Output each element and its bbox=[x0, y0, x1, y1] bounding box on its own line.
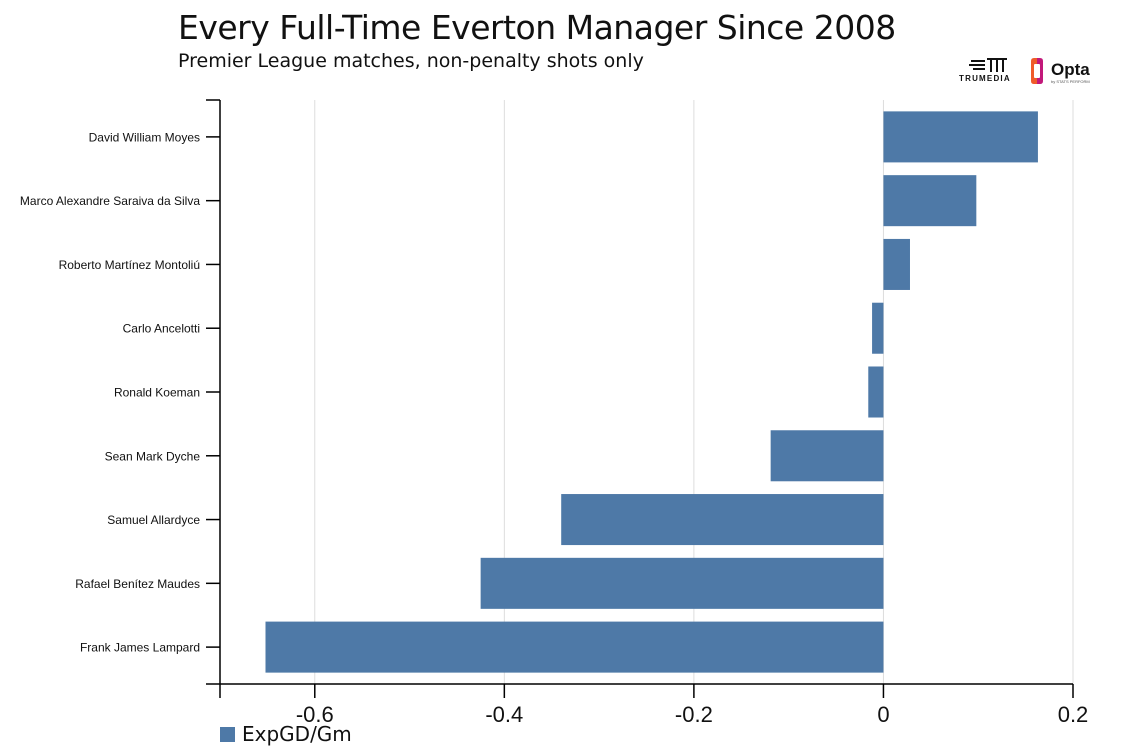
x-tick-label: -0.2 bbox=[675, 702, 713, 727]
opta-logo: Opta by STATS PERFORM bbox=[1027, 57, 1107, 87]
bar bbox=[868, 366, 884, 418]
bars bbox=[265, 111, 1038, 673]
trumedia-logo: TRUMEDIA bbox=[955, 55, 1020, 87]
axes: David William Moyes Marco Alexandre Sarai… bbox=[20, 99, 1089, 727]
x-tick-label: 0 bbox=[877, 702, 889, 727]
bar bbox=[561, 494, 884, 546]
y-tick-label: David William Moyes bbox=[89, 130, 200, 144]
trumedia-logo-text: TRUMEDIA bbox=[959, 74, 1011, 83]
y-tick-label: Marco Alexandre Saraiva da Silva bbox=[20, 194, 200, 208]
logos: TRUMEDIA Opta by STATS PERFORM bbox=[955, 55, 1105, 87]
x-tick-label: 0.2 bbox=[1058, 702, 1089, 727]
opta-logo-text: Opta bbox=[1051, 60, 1090, 79]
bar bbox=[480, 557, 884, 609]
bar bbox=[872, 302, 884, 354]
opta-mark-icon bbox=[1031, 58, 1043, 84]
bar bbox=[883, 175, 977, 227]
opta-logo-subtext: by STATS PERFORM bbox=[1051, 79, 1090, 84]
chart-title: Every Full-Time Everton Manager Since 20… bbox=[178, 8, 896, 47]
y-tick-label: Sean Mark Dyche bbox=[105, 449, 201, 463]
bar bbox=[883, 111, 1038, 163]
y-tick-label: Roberto Martínez Montoliú bbox=[59, 258, 200, 272]
y-tick-label: Rafael Benítez Maudes bbox=[75, 577, 200, 591]
bar bbox=[883, 238, 910, 290]
y-tick-label: Ronald Koeman bbox=[114, 386, 200, 400]
bar bbox=[265, 621, 884, 673]
y-tick-label: Frank James Lampard bbox=[80, 641, 200, 655]
x-tick-label: -0.6 bbox=[296, 702, 334, 727]
legend-label: ExpGD/Gm bbox=[242, 722, 352, 746]
y-tick-label: Carlo Ancelotti bbox=[123, 322, 200, 336]
trumedia-mark-icon bbox=[969, 58, 1007, 72]
legend-swatch bbox=[220, 727, 235, 742]
chart-subtitle: Premier League matches, non-penalty shot… bbox=[178, 50, 644, 72]
y-tick-label: Samuel Allardyce bbox=[107, 513, 200, 527]
x-tick-label: -0.4 bbox=[485, 702, 523, 727]
bar bbox=[770, 430, 884, 482]
